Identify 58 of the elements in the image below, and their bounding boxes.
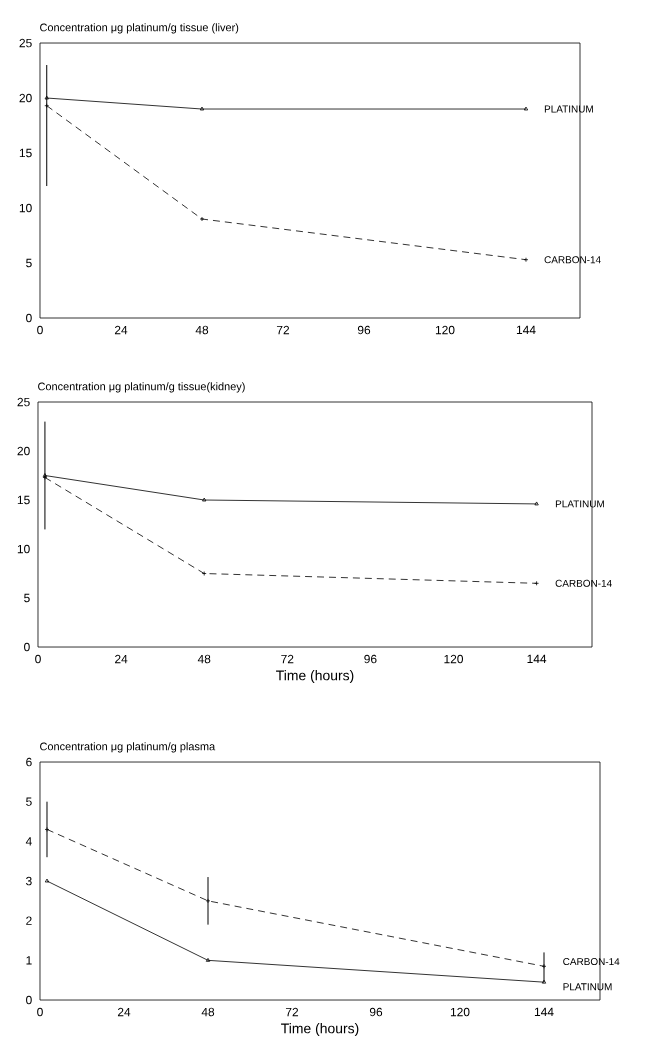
x-tick-label: 144 (516, 325, 536, 335)
y-tick-label: 5 (24, 593, 30, 603)
y-tick-label: 25 (19, 38, 32, 48)
x-tick-label: 120 (444, 654, 464, 664)
point (205, 957, 211, 962)
x-tick-label: 72 (285, 1007, 299, 1017)
x-axis-title: Time (hours) (281, 1023, 359, 1037)
x-axis-title: Time (hours) (276, 670, 354, 684)
y-tick-label: 5 (26, 258, 32, 268)
y-tick-label: 15 (19, 148, 32, 158)
x-tick-label: 96 (369, 1007, 383, 1017)
series-label: PLATINUM (563, 983, 612, 991)
x-tick-label: 96 (357, 325, 371, 335)
point (523, 257, 529, 263)
y-tick-label: 0 (26, 995, 32, 1005)
x-tick-label: 144 (527, 654, 547, 664)
x-tick-label: 0 (37, 325, 43, 335)
x-tick-label: 120 (435, 325, 455, 335)
x-tick-label: 48 (195, 325, 209, 335)
x-tick-label: 120 (450, 1007, 470, 1017)
legend-label: CARBON-14 (555, 579, 612, 587)
series-label: PLATINUM (555, 500, 604, 508)
x-tick-label: 72 (281, 654, 294, 664)
chart-title: Concentration μg platinum/g plasma (40, 742, 216, 753)
chart-title: Concentration μg platinum/g tissue(kidney) (38, 382, 245, 393)
point (202, 497, 207, 502)
x-tick-label: 48 (201, 1007, 215, 1017)
point (534, 580, 539, 586)
x-tick-label: 48 (197, 654, 211, 664)
point (199, 216, 205, 222)
y-tick-label: 0 (26, 313, 32, 323)
x-tick-label: 24 (115, 654, 128, 664)
point (199, 106, 205, 111)
y-tick-label: 20 (17, 446, 30, 456)
y-tick-label: 4 (25, 837, 32, 846)
x-tick-label: 24 (117, 1007, 131, 1017)
x-tick-label: 96 (364, 654, 377, 664)
y-tick-label: 10 (17, 544, 30, 554)
series-label: PLATINUM (544, 105, 593, 113)
x-tick-label: 24 (114, 325, 128, 335)
x-tick-label: 0 (37, 1007, 43, 1017)
y-tick-label: 2 (26, 916, 32, 925)
x-tick-label: 0 (35, 654, 41, 664)
chart-title: Concentration μg platinum/g tissue (liver) (40, 23, 239, 34)
y-tick-label: 10 (19, 203, 32, 213)
series-label: CARBON-14 (563, 958, 620, 966)
y-tick-label: 20 (19, 93, 32, 103)
y-tick-label: 15 (17, 495, 30, 505)
y-tick-label: 3 (26, 876, 32, 886)
y-tick-label: 1 (26, 956, 32, 965)
y-tick-label: 5 (26, 797, 32, 806)
x-tick-label: 72 (276, 325, 290, 335)
point (201, 571, 207, 576)
y-tick-label: 25 (17, 397, 30, 407)
legend-label: CARBON-14 (544, 256, 601, 264)
y-tick-label: 6 (26, 757, 32, 767)
x-tick-label: 144 (534, 1007, 554, 1017)
y-tick-label: 0 (24, 642, 30, 652)
